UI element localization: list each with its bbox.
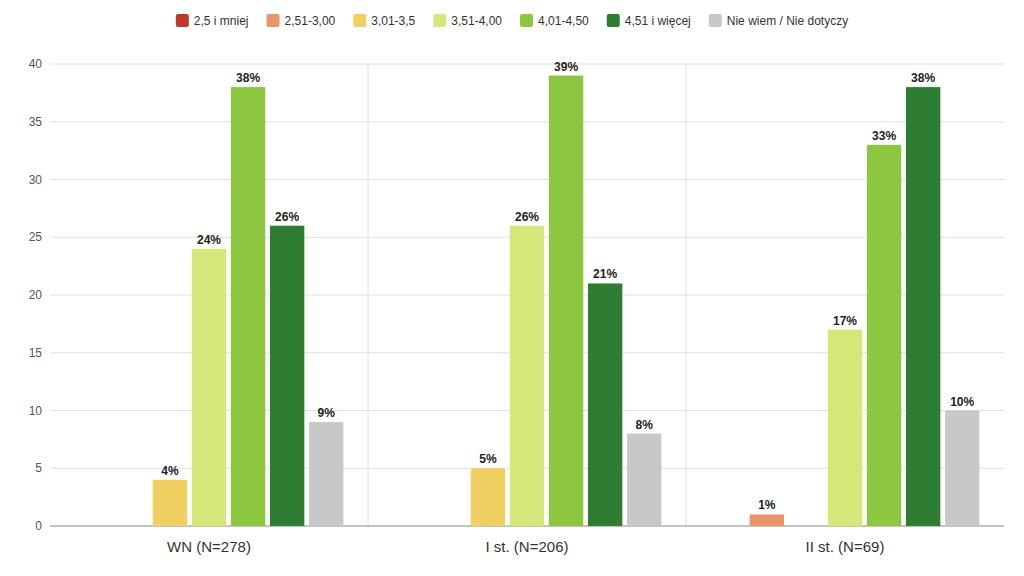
legend-label: 4,51 i więcej: [625, 14, 691, 28]
bar: [432, 526, 466, 527]
bar: [906, 87, 940, 526]
legend-label: 2,5 i mniej: [194, 14, 249, 28]
data-label: 10%: [950, 395, 974, 409]
legend-swatch: [433, 14, 446, 27]
x-tick-label: WN (N=278): [167, 538, 251, 555]
legend-label: 4,01-4,50: [538, 14, 589, 28]
y-axis: 0 5 10 15 20 25 30 35 40: [29, 57, 43, 533]
data-label: 17%: [833, 314, 857, 328]
legend-swatch: [267, 14, 280, 27]
bar: [114, 526, 148, 527]
legend: 2,5 i mniej 2,51-3,00 3,01-3,5 3,51-4,00 4,0…: [176, 14, 848, 28]
data-label: 33%: [872, 129, 896, 143]
bar: [867, 145, 901, 526]
y-tick-label: 30: [29, 173, 43, 187]
bar: [588, 283, 622, 526]
bar: [270, 226, 304, 526]
legend-label: 3,51-4,00: [451, 14, 502, 28]
bar: [510, 226, 544, 526]
y-tick-label: 40: [29, 57, 43, 71]
group-divider: [368, 64, 369, 526]
legend-item: 3,51-4,00: [433, 14, 502, 28]
bar: [393, 526, 427, 527]
bar: [945, 411, 979, 527]
data-label: 21%: [593, 267, 617, 281]
chart: 2,5 i mniej 2,51-3,00 3,01-3,5 3,51-4,00 4,0…: [0, 0, 1024, 576]
grid-line: [50, 64, 1004, 65]
legend-label: Nie wiem / Nie dotyczy: [727, 14, 848, 28]
group-divider: [686, 64, 687, 526]
legend-item: 2,5 i mniej: [176, 14, 249, 28]
legend-swatch: [607, 14, 620, 27]
x-tick-label: I st. (N=206): [486, 538, 569, 555]
bar: [309, 422, 343, 526]
x-axis: WN (N=278) I st. (N=206) II st. (N=69): [167, 538, 884, 555]
data-label: 26%: [515, 210, 539, 224]
y-tick-label: 15: [29, 346, 43, 360]
legend-item: 4,51 i więcej: [607, 14, 691, 28]
bar: [471, 468, 505, 526]
bar: [828, 330, 862, 526]
data-label: 39%: [554, 60, 578, 74]
legend-item: Nie wiem / Nie dotyczy: [709, 14, 848, 28]
data-labels: 1% 4% 5% 24% 26% 17% 38% 39% 33% 26% 21% 38% 9% 8% 10%: [161, 60, 974, 513]
bar: [711, 526, 745, 527]
legend-swatch: [176, 14, 189, 27]
legend-item: 3,01-3,5: [353, 14, 415, 28]
data-label: 38%: [236, 71, 260, 85]
y-tick-label: 20: [29, 288, 43, 302]
y-tick-label: 35: [29, 115, 43, 129]
data-label: 1%: [758, 498, 776, 512]
data-label: 5%: [479, 452, 497, 466]
bar: [750, 514, 784, 526]
bar: [627, 434, 661, 526]
y-tick-label: 25: [29, 230, 43, 244]
grid-line: [50, 179, 1004, 180]
bar: [789, 526, 823, 527]
legend-label: 2,51-3,00: [285, 14, 336, 28]
y-tick-label: 5: [35, 461, 42, 475]
y-tick-label: 10: [29, 404, 43, 418]
legend-swatch: [353, 14, 366, 27]
legend-swatch: [520, 14, 533, 27]
data-label: 4%: [161, 464, 179, 478]
data-label: 8%: [636, 418, 654, 432]
bar: [75, 526, 109, 527]
grid-line: [50, 121, 1004, 122]
data-label: 9%: [318, 406, 336, 420]
legend-swatch: [709, 14, 722, 27]
y-tick-label: 0: [35, 519, 42, 533]
legend-item: 2,51-3,00: [267, 14, 336, 28]
grid: [50, 64, 1004, 526]
x-tick-label: II st. (N=69): [806, 538, 885, 555]
legend-label: 3,01-3,5: [371, 14, 415, 28]
legend-item: 4,01-4,50: [520, 14, 589, 28]
bar: [153, 480, 187, 526]
data-label: 24%: [197, 233, 221, 247]
bar: [549, 76, 583, 526]
bar: [192, 249, 226, 526]
bar: [231, 87, 265, 526]
data-label: 38%: [911, 71, 935, 85]
bars: [153, 76, 980, 526]
data-label: 26%: [275, 210, 299, 224]
